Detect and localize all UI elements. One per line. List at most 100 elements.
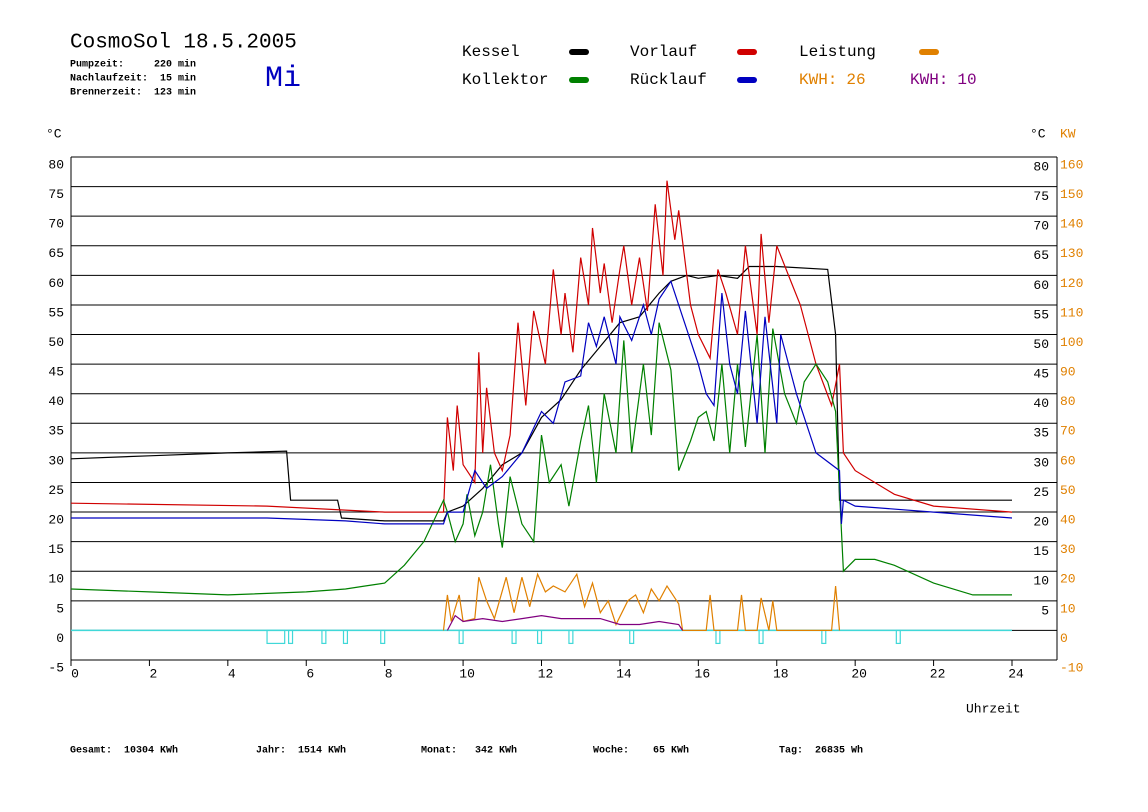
kwh-label: KWH: 10 bbox=[910, 71, 977, 89]
y2-tick-label: 70 bbox=[1060, 424, 1076, 439]
y-right-tick-label: 65 bbox=[1033, 248, 1049, 263]
y-right-tick-label: 70 bbox=[1033, 219, 1049, 234]
pump-interval bbox=[342, 629, 349, 645]
x-tick-label: 18 bbox=[773, 666, 789, 681]
series-line bbox=[70, 180, 1013, 513]
y-right-tick-label: 75 bbox=[1033, 189, 1049, 204]
y2-tick-label: 130 bbox=[1060, 246, 1083, 261]
x-tick-label: 0 bbox=[71, 666, 79, 681]
y-tick-label: 60 bbox=[48, 276, 64, 291]
x-tick-label: 8 bbox=[385, 666, 393, 681]
y-tick-label: 70 bbox=[48, 217, 64, 232]
y-tick-label: 0 bbox=[56, 631, 64, 646]
pump-interval bbox=[266, 629, 286, 645]
series-line bbox=[442, 572, 841, 631]
kwh-value: 26 bbox=[846, 71, 865, 89]
y2-tick-label: 10 bbox=[1060, 601, 1076, 616]
y-right-tick-label: 20 bbox=[1033, 514, 1049, 529]
y-right-tick-label: 60 bbox=[1033, 278, 1049, 293]
y2-tick-label: 40 bbox=[1060, 512, 1076, 527]
pump-interval bbox=[629, 629, 635, 645]
y2-tick-label: 0 bbox=[1060, 631, 1068, 646]
x-tick-label: 6 bbox=[306, 666, 314, 681]
y2-tick-label: 140 bbox=[1060, 217, 1083, 232]
x-tick-label: 16 bbox=[695, 666, 711, 681]
y-tick-label: 50 bbox=[48, 335, 64, 350]
y2-tick-label: 100 bbox=[1060, 335, 1083, 350]
y-tick-label: 10 bbox=[48, 572, 64, 587]
kwh-label: KWH: 26 bbox=[799, 71, 866, 89]
y-right-tick-label: 25 bbox=[1033, 485, 1049, 500]
y-right-tick-label: 40 bbox=[1033, 396, 1049, 411]
x-tick-label: 20 bbox=[851, 666, 867, 681]
pump-interval bbox=[380, 629, 386, 645]
y2-tick-label: 80 bbox=[1060, 394, 1076, 409]
footer-text: Jahr: 1514 KWh bbox=[256, 745, 346, 757]
legend-label: Kessel bbox=[462, 43, 520, 61]
y-right-tick-label: 5 bbox=[1041, 603, 1049, 618]
footer-text: Tag: 26835 Wh bbox=[779, 745, 863, 757]
x-tick-label: 10 bbox=[459, 666, 475, 681]
y-right-tick-label: 45 bbox=[1033, 367, 1049, 382]
y-right-axis-label: °C bbox=[1030, 126, 1046, 141]
y-tick-label: 80 bbox=[48, 157, 64, 172]
y-right-tick-label: 80 bbox=[1033, 159, 1049, 174]
pump-interval bbox=[895, 629, 901, 645]
pump-interval bbox=[821, 629, 827, 645]
legend-label: Vorlauf bbox=[630, 43, 697, 61]
y2-tick-label: 30 bbox=[1060, 542, 1076, 557]
pump-interval bbox=[458, 629, 464, 645]
y-tick-label: 75 bbox=[48, 187, 64, 202]
y-tick-label: -5 bbox=[48, 660, 64, 675]
y-tick-label: 15 bbox=[48, 542, 64, 557]
footer-text: Monat: 342 KWh bbox=[421, 745, 517, 757]
footer-text: Gesamt: 10304 KWh bbox=[70, 745, 178, 757]
y-tick-label: 40 bbox=[48, 394, 64, 409]
pump-interval bbox=[321, 629, 327, 645]
legend-label: Rücklauf bbox=[630, 71, 707, 89]
y2-axis-label: KW bbox=[1060, 126, 1076, 141]
y-tick-label: 5 bbox=[56, 601, 64, 616]
series-line bbox=[70, 322, 1012, 596]
pump-interval bbox=[715, 629, 721, 645]
y-right-tick-label: 35 bbox=[1033, 426, 1049, 441]
x-axis-label: Uhrzeit bbox=[966, 701, 1021, 716]
pump-interval bbox=[288, 629, 294, 645]
y2-tick-label: 60 bbox=[1060, 453, 1076, 468]
y-right-tick-label: 10 bbox=[1033, 574, 1049, 589]
series-line bbox=[71, 279, 1013, 525]
y-tick-label: 20 bbox=[48, 512, 64, 527]
chart-title: CosmoSol 18.5.2005 bbox=[70, 32, 297, 55]
x-tick-label: 14 bbox=[616, 666, 632, 681]
y2-tick-label: 50 bbox=[1060, 483, 1076, 498]
kwh-value: 10 bbox=[957, 71, 976, 89]
pump-interval bbox=[758, 629, 764, 645]
y-tick-label: 45 bbox=[48, 365, 64, 380]
footer-text: Woche: 65 KWh bbox=[593, 745, 689, 757]
info-line: Pumpzeit: 220 min bbox=[70, 59, 196, 71]
y-axis-label: °C bbox=[46, 126, 62, 141]
y2-tick-label: -10 bbox=[1060, 660, 1083, 675]
y2-tick-label: 120 bbox=[1060, 276, 1083, 291]
info-line: Nachlaufzeit: 15 min bbox=[70, 73, 196, 85]
y2-tick-label: 90 bbox=[1060, 365, 1076, 380]
y2-tick-label: 160 bbox=[1060, 157, 1083, 172]
x-tick-label: 12 bbox=[538, 666, 554, 681]
pump-interval bbox=[511, 629, 517, 645]
x-tick-label: 4 bbox=[228, 666, 236, 681]
y2-tick-label: 20 bbox=[1060, 572, 1076, 587]
kwh-text: KWH: bbox=[799, 71, 837, 89]
pump-interval bbox=[536, 629, 543, 645]
kwh-text: KWH: bbox=[910, 71, 948, 89]
x-tick-label: 2 bbox=[150, 666, 158, 681]
series-line bbox=[70, 265, 1012, 522]
y-right-tick-label: 30 bbox=[1033, 455, 1049, 470]
y-right-tick-label: 15 bbox=[1033, 544, 1049, 559]
x-tick-label: 22 bbox=[930, 666, 946, 681]
y-tick-label: 55 bbox=[48, 305, 64, 320]
info-line: Brennerzeit: 123 min bbox=[70, 87, 196, 99]
y-tick-label: 35 bbox=[48, 424, 64, 439]
pump-interval bbox=[568, 629, 574, 645]
y-tick-label: 25 bbox=[48, 483, 64, 498]
